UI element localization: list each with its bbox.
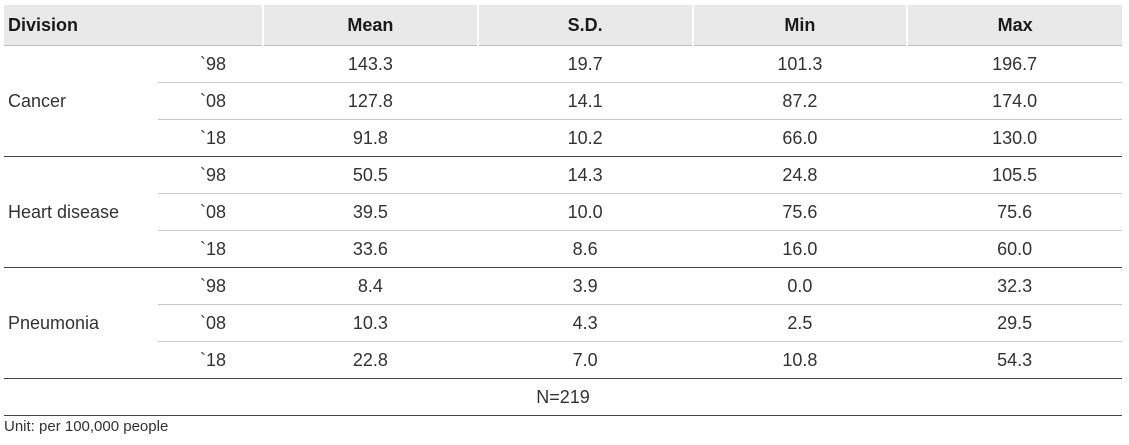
min-cell: 87.2 — [692, 82, 908, 120]
min-cell: 24.8 — [692, 156, 908, 194]
min-cell: 10.8 — [692, 341, 908, 379]
year-cell: `98 — [158, 156, 264, 194]
year-cell: `98 — [158, 267, 264, 305]
header-min: Min — [692, 5, 909, 46]
max-cell: 75.6 — [907, 193, 1123, 231]
mean-cell: 143.3 — [263, 45, 478, 83]
table-row: `08 10.3 4.3 2.5 29.5 — [4, 304, 1123, 342]
sd-cell: 8.6 — [477, 230, 693, 268]
year-cell: `18 — [158, 119, 264, 157]
sd-cell: 3.9 — [477, 267, 693, 305]
table-row: Cancer `98 143.3 19.7 101.3 196.7 — [4, 45, 1123, 157]
header-sd: S.D. — [477, 5, 694, 46]
min-cell: 2.5 — [692, 304, 908, 342]
group-label-pneumonia: Pneumonia — [4, 267, 158, 379]
max-cell: 196.7 — [907, 45, 1123, 83]
table-body: Cancer `98 143.3 19.7 101.3 196.7 `08 12… — [4, 45, 1123, 379]
group-label-cancer: Cancer — [4, 45, 158, 157]
min-cell: 0.0 — [692, 267, 908, 305]
mean-cell: 8.4 — [263, 267, 478, 305]
max-cell: 54.3 — [907, 341, 1123, 379]
min-cell: 16.0 — [692, 230, 908, 268]
table-row: `18 91.8 10.2 66.0 130.0 — [4, 119, 1123, 157]
max-cell: 130.0 — [907, 119, 1123, 157]
table-row: `08 127.8 14.1 87.2 174.0 — [4, 82, 1123, 120]
mortality-statistics-table: Division Mean S.D. Min Max Cancer `98 14… — [4, 5, 1123, 416]
group-label-heart-disease: Heart disease — [4, 156, 158, 268]
table-row: Pneumonia `98 8.4 3.9 0.0 32.3 — [4, 267, 1123, 379]
max-cell: 105.5 — [907, 156, 1123, 194]
unit-note: Unit: per 100,000 people — [4, 418, 169, 435]
year-cell: `18 — [158, 341, 264, 379]
sd-cell: 14.1 — [477, 82, 693, 120]
mean-cell: 22.8 — [263, 341, 478, 379]
header-max: Max — [907, 5, 1123, 46]
min-cell: 66.0 — [692, 119, 908, 157]
table-footer: N=219 — [4, 378, 1123, 416]
min-cell: 75.6 — [692, 193, 908, 231]
max-cell: 60.0 — [907, 230, 1123, 268]
statistics-table-container: Division Mean S.D. Min Max Cancer `98 14… — [4, 5, 1123, 416]
table-row: `18 33.6 8.6 16.0 60.0 — [4, 230, 1123, 268]
sd-cell: 19.7 — [477, 45, 693, 83]
year-cell: `08 — [158, 304, 264, 342]
sample-size: N=219 — [4, 378, 1123, 416]
mean-cell: 50.5 — [263, 156, 478, 194]
year-cell: `08 — [158, 193, 264, 231]
max-cell: 32.3 — [907, 267, 1123, 305]
sd-cell: 10.2 — [477, 119, 693, 157]
mean-cell: 91.8 — [263, 119, 478, 157]
sd-cell: 4.3 — [477, 304, 693, 342]
mean-cell: 127.8 — [263, 82, 478, 120]
table-header: Division Mean S.D. Min Max — [4, 5, 1123, 46]
sd-cell: 10.0 — [477, 193, 693, 231]
table-row: Heart disease `98 50.5 14.3 24.8 105.5 — [4, 156, 1123, 268]
min-cell: 101.3 — [692, 45, 908, 83]
header-row: Division Mean S.D. Min Max — [4, 5, 1123, 46]
header-mean: Mean — [263, 5, 479, 46]
table-row: `08 39.5 10.0 75.6 75.6 — [4, 193, 1123, 231]
table-row: `18 22.8 7.0 10.8 54.3 — [4, 341, 1123, 379]
header-division: Division — [4, 5, 265, 46]
year-cell: `18 — [158, 230, 264, 268]
max-cell: 29.5 — [907, 304, 1123, 342]
footer-row: N=219 — [4, 378, 1123, 416]
sd-cell: 14.3 — [477, 156, 693, 194]
mean-cell: 39.5 — [263, 193, 478, 231]
max-cell: 174.0 — [907, 82, 1123, 120]
sd-cell: 7.0 — [477, 341, 693, 379]
year-cell: `08 — [158, 82, 264, 120]
mean-cell: 10.3 — [263, 304, 478, 342]
mean-cell: 33.6 — [263, 230, 478, 268]
year-cell: `98 — [158, 45, 264, 83]
